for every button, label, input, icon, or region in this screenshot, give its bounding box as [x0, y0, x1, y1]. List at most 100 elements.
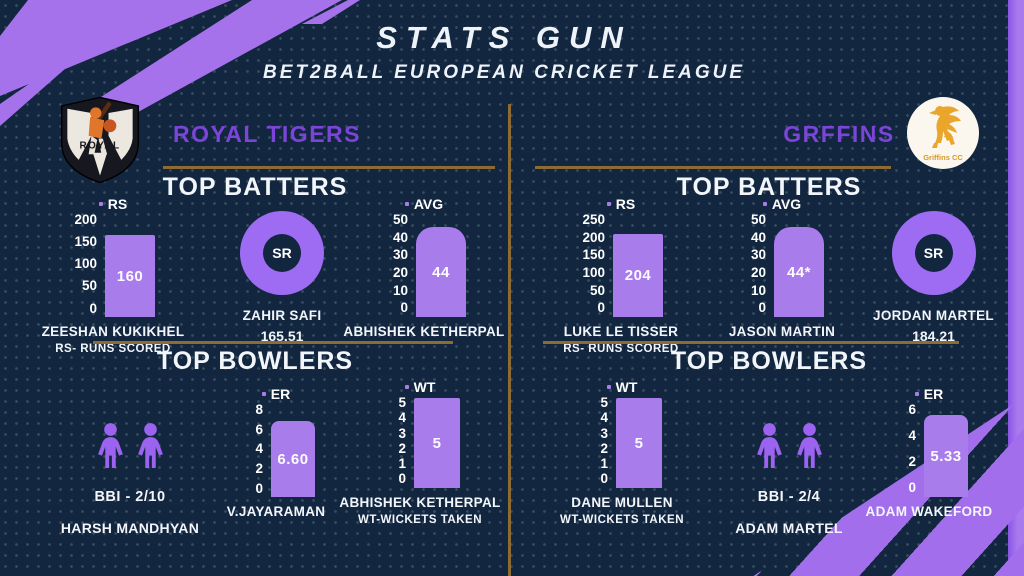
legend-marker-icon: [914, 392, 919, 396]
chart-legend: ER: [261, 385, 290, 403]
chart-legend: RS: [606, 195, 636, 213]
axis-tick: 2: [398, 440, 406, 456]
economy-bar: 6.60: [271, 421, 315, 497]
batters-row: RS 200 150 100 50 0 160 ZEESHAN KUKIKHEL RS-…: [15, 195, 505, 365]
chart-runs-scored: RS 200 150 100 50 0 160 ZEESHAN KUKIKHEL RS-…: [33, 195, 193, 355]
gold-rule: [535, 166, 891, 169]
bar-plot: 6 4 2 0 5.33: [890, 403, 968, 497]
stat-note: RS- RUNS SCORED: [55, 343, 171, 355]
average-bar: 44: [416, 227, 466, 317]
player-name: ADAM MARTEL: [735, 520, 843, 536]
strike-rate-value: 184.21: [912, 328, 955, 344]
axis-tick: 0: [908, 480, 916, 496]
bowler-figures: [753, 419, 826, 473]
bar-plot: 8 6 4 2 0 6.60: [237, 403, 315, 497]
donut-label: SR: [914, 234, 953, 272]
legend-marker-icon: [606, 202, 611, 206]
axis-tick: 2: [600, 440, 608, 456]
player-name: ZEESHAN KUKIKHEL: [41, 324, 185, 339]
y-axis-ticks: 8 6 4 2 0: [237, 403, 271, 495]
axis-tick: 5: [600, 395, 608, 410]
y-axis-ticks: 50 40 30 20 10 0: [382, 213, 416, 315]
axis-tick: 4: [398, 410, 406, 426]
donut-label: SR: [263, 234, 301, 272]
chart-strike-rate: SR ZAHIR SAFI 165.51: [207, 211, 357, 344]
person-icon: [97, 423, 123, 468]
axis-tick: 2: [255, 460, 263, 476]
section-title-top-batters: TOP BATTERS: [676, 173, 862, 201]
average-bar: 44*: [774, 227, 824, 317]
axis-tick: 20: [392, 265, 408, 281]
chart-runs-scored: RS 250 200 150 100 50 0 204 LUKE LE TISSER RS…: [541, 195, 701, 355]
chart-legend: AVG: [404, 195, 443, 213]
section-title-top-batters: TOP BATTERS: [162, 173, 348, 201]
strike-rate-donut: SR: [891, 211, 976, 295]
bar-plot: 50 40 30 20 10 0 44: [382, 213, 466, 317]
chart-strike-rate: SR JORDAN MARTEL 184.21: [861, 211, 1006, 344]
bar-value: 204: [624, 266, 652, 284]
legend-marker-icon: [261, 392, 266, 396]
chart-batting-average: AVG 50 40 30 20 10 0 44* JASON MARTIN: [707, 195, 857, 339]
bar-area: 44: [416, 215, 466, 317]
axis-tick: 50: [589, 282, 605, 298]
axis-tick: 200: [582, 229, 605, 245]
axis-tick: 0: [89, 300, 97, 316]
axis-tick: 0: [255, 480, 263, 496]
player-name: JASON MARTIN: [728, 324, 836, 339]
axis-tick: 0: [597, 300, 605, 316]
bar-area: 160: [105, 215, 155, 317]
bar-value: 6.60: [277, 450, 309, 468]
legend-marker-icon: [606, 385, 611, 389]
legend-label: RS: [107, 196, 128, 212]
axis-tick: 150: [582, 247, 605, 263]
chart-best-bowling: BBI - 2/4 ADAM MARTEL: [714, 413, 864, 536]
axis-tick: 6: [255, 421, 263, 437]
strike-rate-donut: SR: [240, 211, 324, 295]
section-title-top-bowlers: TOP BOWLERS: [670, 347, 868, 375]
player-name: LUKE LE TISSER: [563, 324, 679, 339]
legend-marker-icon: [404, 202, 409, 206]
legend-label: WT: [615, 379, 638, 395]
y-axis-ticks: 6 4 2 0: [890, 403, 924, 495]
legend-label: RS: [615, 196, 636, 212]
player-name: DANE MULLEN: [571, 495, 673, 510]
panel-divider: [508, 104, 511, 576]
strike-rate-value: 165.51: [260, 328, 304, 344]
legend-label: AVG: [771, 196, 802, 212]
axis-tick: 3: [398, 425, 406, 441]
bar-value: 5: [432, 434, 442, 452]
bar-area: 6.60: [271, 405, 315, 497]
chart-legend: AVG: [762, 195, 802, 213]
bar-area: 204: [613, 215, 663, 317]
player-name: HARSH MANDHYAN: [60, 520, 200, 536]
player-name: V.JAYARAMAN: [226, 504, 326, 519]
team-name-grffins: GRFFINS: [783, 121, 895, 147]
legend-marker-icon: [98, 202, 103, 206]
bar-plot: 200 150 100 50 0 160: [71, 213, 155, 317]
economy-bar: 5.33: [924, 415, 968, 497]
bowlers-row: BBI - 2/10 HARSH MANDHYAN ER 8 6 4 2 0 6.60: [15, 379, 500, 553]
chart-batting-average: AVG 50 40 30 20 10 0 44 ABHISHEK KETHERPAL: [343, 195, 504, 339]
bar-area: 5.33: [924, 405, 968, 497]
chart-economy-rate: ER 8 6 4 2 0 6.60 V.JAYARAMAN: [220, 385, 332, 519]
y-axis-ticks: 200 150 100 50 0: [71, 213, 105, 315]
axis-tick: 1: [600, 456, 608, 472]
panel-grffins: Griffins CC GRFFINS TOP BATTERS RS 250 20…: [529, 95, 1009, 576]
legend-marker-icon: [404, 385, 409, 389]
axis-tick: 5: [398, 395, 406, 410]
corner-slash-decoration: [0, 0, 360, 126]
player-name: ZAHIR SAFI: [242, 308, 322, 323]
legend-marker-icon: [762, 202, 767, 206]
bbi-value: BBI - 2/4: [757, 489, 821, 505]
axis-tick: 100: [582, 265, 605, 281]
axis-tick: 0: [758, 300, 766, 316]
chart-legend: WT: [606, 378, 638, 396]
bar-plot: 50 40 30 20 10 0 44*: [740, 213, 824, 317]
bar-area: 5: [414, 398, 460, 488]
axis-tick: 4: [908, 428, 916, 444]
